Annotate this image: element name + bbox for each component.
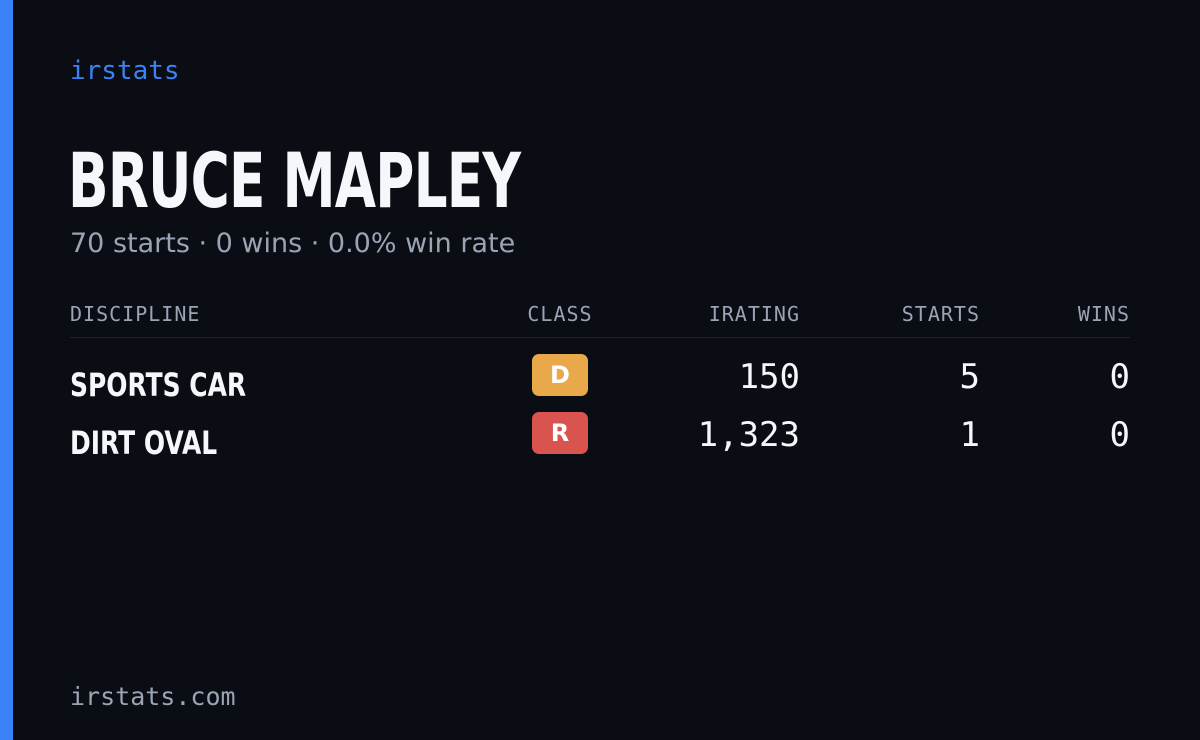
- starts: 5: [959, 357, 980, 397]
- discipline: SPORTS CAR: [70, 366, 247, 404]
- class-badge: D: [532, 354, 588, 396]
- driver-summary: 70 starts · 0 wins · 0.0% win rate: [70, 228, 516, 259]
- starts: 1: [959, 415, 980, 455]
- brand: irstats: [70, 56, 180, 86]
- column-header: DISCIPLINE: [70, 302, 201, 326]
- irating: 1,323: [697, 415, 800, 455]
- column-header: STARTS: [901, 302, 980, 326]
- driver-name: BRUCE MAPLEY: [68, 136, 521, 225]
- column-header: WINS: [1077, 302, 1130, 326]
- header-rule: [70, 337, 1130, 338]
- class-badge: R: [532, 412, 588, 454]
- wins: 0: [1109, 357, 1130, 397]
- accent-bar: [0, 0, 13, 740]
- wins: 0: [1109, 415, 1130, 455]
- discipline: DIRT OVAL: [70, 424, 218, 462]
- footer: irstats.com: [70, 682, 236, 711]
- column-header: CLASS: [527, 302, 593, 326]
- irating: 150: [738, 357, 800, 397]
- column-header: IRATING: [708, 302, 800, 326]
